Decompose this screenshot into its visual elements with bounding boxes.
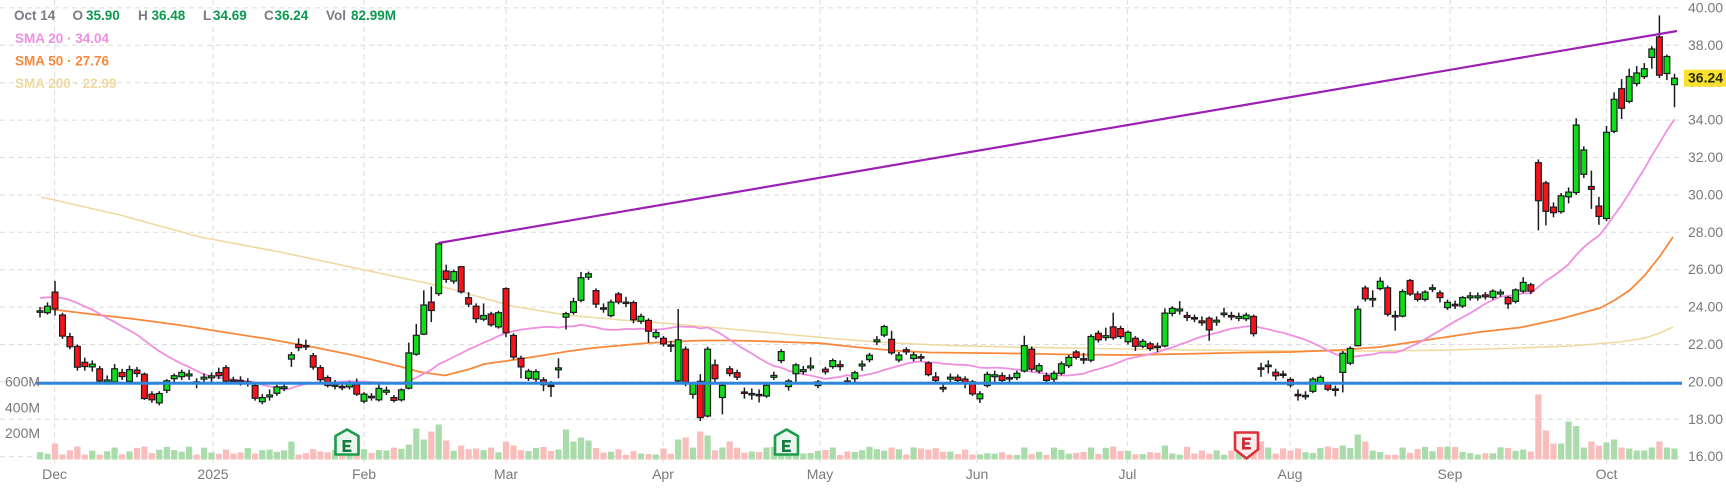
svg-text:2025: 2025 bbox=[197, 466, 228, 482]
svg-text:SMA 20 · 34.04: SMA 20 · 34.04 bbox=[15, 31, 110, 46]
svg-text:38.00: 38.00 bbox=[1688, 37, 1723, 53]
svg-text:34.00: 34.00 bbox=[1688, 112, 1723, 128]
svg-text:H: H bbox=[138, 8, 148, 23]
svg-text:36.48: 36.48 bbox=[152, 8, 186, 23]
svg-text:34.69: 34.69 bbox=[213, 8, 247, 23]
svg-text:600M: 600M bbox=[5, 374, 40, 390]
svg-text:Mar: Mar bbox=[494, 466, 518, 482]
svg-text:18.00: 18.00 bbox=[1688, 411, 1723, 427]
svg-text:Jun: Jun bbox=[966, 466, 989, 482]
svg-text:20.00: 20.00 bbox=[1688, 373, 1723, 389]
svg-text:Dec: Dec bbox=[42, 466, 67, 482]
svg-text:Vol: Vol bbox=[326, 8, 346, 23]
svg-text:16.00: 16.00 bbox=[1688, 448, 1723, 464]
svg-text:28.00: 28.00 bbox=[1688, 224, 1723, 240]
svg-text:SMA 50 · 27.76: SMA 50 · 27.76 bbox=[15, 54, 110, 69]
svg-text:Feb: Feb bbox=[352, 466, 376, 482]
svg-text:30.00: 30.00 bbox=[1688, 186, 1723, 202]
svg-text:40.00: 40.00 bbox=[1688, 0, 1723, 15]
svg-text:26.00: 26.00 bbox=[1688, 261, 1723, 277]
svg-text:400M: 400M bbox=[5, 399, 40, 415]
svg-text:C: C bbox=[264, 8, 274, 23]
svg-text:Aug: Aug bbox=[1278, 466, 1303, 482]
svg-text:SMA 200 · 22.99: SMA 200 · 22.99 bbox=[15, 76, 117, 91]
svg-text:Oct 14: Oct 14 bbox=[14, 8, 56, 23]
svg-text:36.24: 36.24 bbox=[1688, 70, 1723, 86]
svg-text:O: O bbox=[73, 8, 84, 23]
svg-text:82.99M: 82.99M bbox=[351, 8, 396, 23]
svg-text:May: May bbox=[807, 466, 833, 482]
svg-text:22.00: 22.00 bbox=[1688, 336, 1723, 352]
svg-text:L: L bbox=[203, 8, 211, 23]
svg-text:Oct: Oct bbox=[1596, 466, 1618, 482]
svg-text:Sep: Sep bbox=[1438, 466, 1463, 482]
svg-text:36.24: 36.24 bbox=[275, 8, 309, 23]
svg-text:35.90: 35.90 bbox=[86, 8, 120, 23]
svg-text:200M: 200M bbox=[5, 425, 40, 441]
svg-text:Apr: Apr bbox=[652, 466, 674, 482]
svg-text:Jul: Jul bbox=[1118, 466, 1136, 482]
svg-text:24.00: 24.00 bbox=[1688, 299, 1723, 315]
svg-text:32.00: 32.00 bbox=[1688, 149, 1723, 165]
